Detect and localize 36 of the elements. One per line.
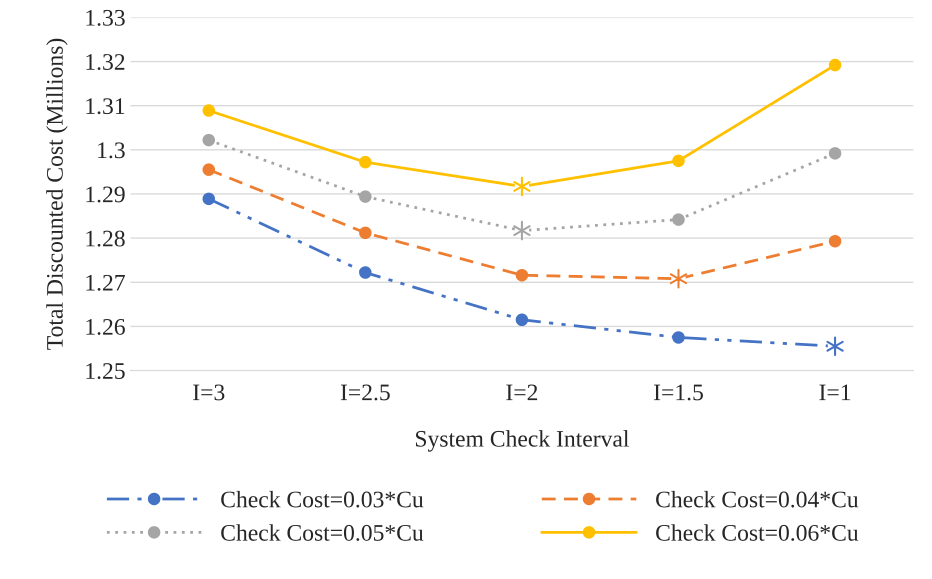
point [202,104,216,117]
point [828,58,842,72]
point [516,268,528,282]
y-tick-label: 1.31 [86,98,124,114]
x-axis-title: System Check Interval [416,430,629,452]
y-tick-label: 1.25 [86,363,125,380]
x-tick-label: I=1.5 [654,384,703,400]
legend-label: Check Cost=0.03*Cu [221,490,424,508]
point [828,147,842,160]
y-tick-label: 1.28 [86,230,125,247]
point [202,134,216,146]
x-tick-label: I=2 [506,384,538,400]
point [202,163,216,176]
point [359,190,372,203]
point [828,234,842,248]
point [516,314,528,326]
legend-label: Check Cost=0.05*Cu [221,524,424,541]
y-tick-label: 1.33 [86,10,125,26]
y-tick-label: 1.29 [86,186,125,202]
point [359,156,372,168]
point [672,213,685,226]
y-tick-label: 1.27 [86,274,125,291]
x-tick-label: I=3 [193,384,224,400]
legend-label: Check Cost=0.04*Cu [656,490,858,508]
point [672,331,685,344]
y-tick-label: 1.32 [86,54,124,70]
x-tick-label: I=1 [819,384,850,400]
y-tick-label: 1.3 [98,142,125,158]
point [359,226,372,240]
y-axis-title: Total Discounted Cost (Millions) [46,38,68,350]
point [202,192,216,206]
y-tick-label: 1.26 [86,318,125,335]
point [359,266,372,279]
point [672,154,685,168]
legend-label: Check Cost=0.06*Cu [656,524,858,541]
x-tick-label: I=2.5 [340,384,390,400]
